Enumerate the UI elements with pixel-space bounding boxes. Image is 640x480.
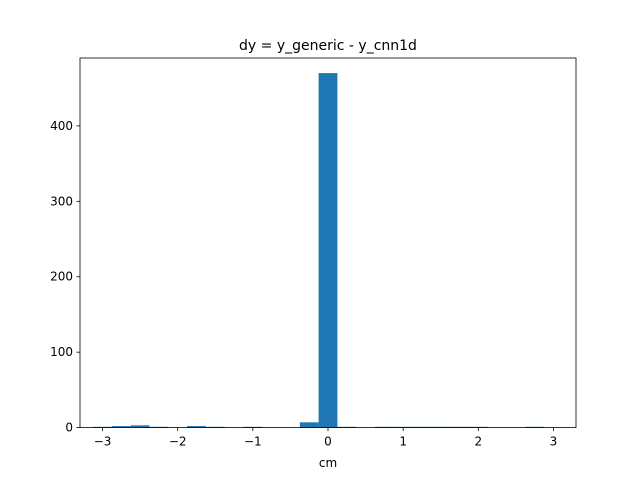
x-axis: −3 −2 −1 0 1 2 3 — [94, 427, 558, 449]
histogram-bar-4 — [187, 426, 206, 428]
y-tick-label: 400 — [50, 119, 73, 133]
y-axis: 0 100 200 300 400 — [50, 119, 80, 435]
y-tick-label: 200 — [50, 270, 73, 284]
x-tick-label: 0 — [324, 435, 332, 449]
y-tick-label: 300 — [50, 194, 73, 208]
x-tick-label: −2 — [169, 435, 187, 449]
histogram-bar-2 — [130, 425, 150, 428]
histogram-bar-8 — [318, 73, 338, 428]
chart-title: dy = y_generic - y_cnn1d — [239, 38, 417, 54]
y-tick-label: 0 — [65, 421, 73, 435]
y-tick-label: 100 — [50, 345, 73, 359]
x-tick-label: 1 — [399, 435, 407, 449]
histogram-bar-1 — [111, 426, 131, 428]
x-axis-label: cm — [319, 456, 337, 470]
x-tick-label: 2 — [474, 435, 482, 449]
x-tick-label: −1 — [244, 435, 262, 449]
x-tick-label: −3 — [94, 435, 112, 449]
histogram-bar-7 — [299, 422, 319, 428]
x-tick-label: 3 — [550, 435, 558, 449]
bars-group — [93, 73, 545, 428]
